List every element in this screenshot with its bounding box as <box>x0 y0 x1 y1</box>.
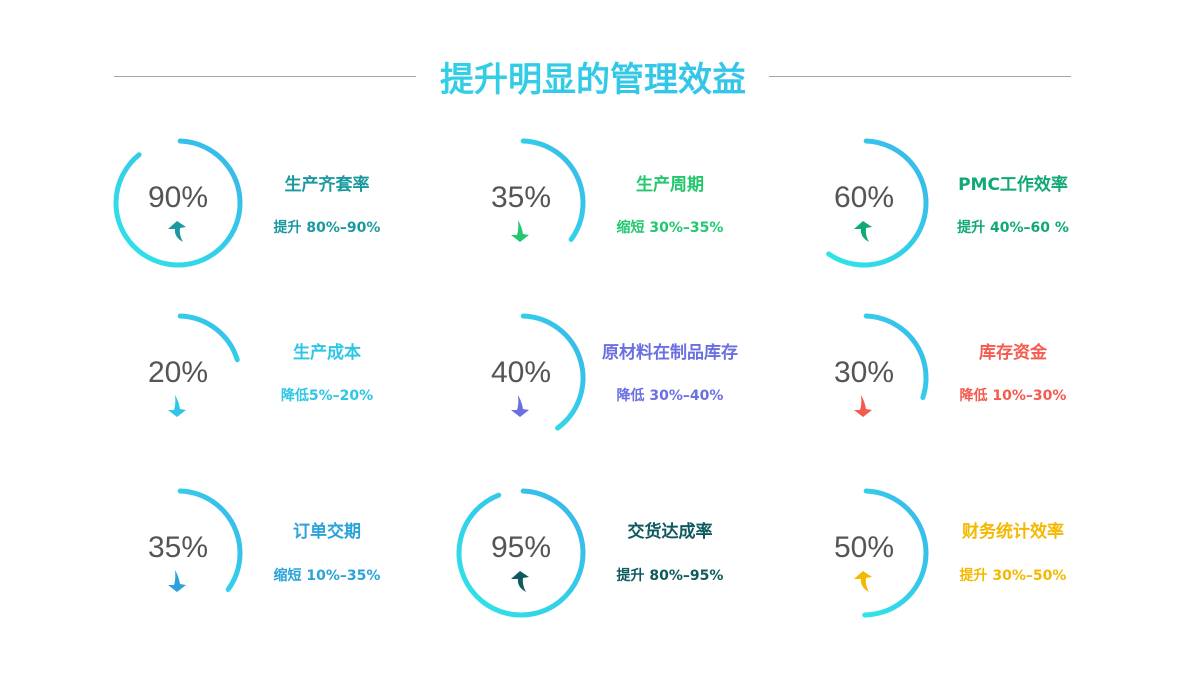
metric-card: 90% <box>108 133 448 273</box>
metric-subtitle: 降低 10%–30% <box>959 388 1067 404</box>
arrow-down-icon <box>168 395 186 417</box>
percent-value: 50% <box>833 531 895 564</box>
metric-subtitle: 降低 30%–40% <box>616 388 724 404</box>
metric-card: 95% <box>451 483 791 623</box>
metric-title: PMC工作效率 <box>958 175 1068 195</box>
metric-title: 订单交期 <box>293 522 361 542</box>
metric-card: 60% <box>794 133 1134 273</box>
metric-title: 库存资金 <box>979 343 1047 363</box>
title-rule-left <box>114 76 416 77</box>
percent-value: 20% <box>147 356 209 389</box>
progress-arc <box>520 313 586 431</box>
metric-subtitle: 提升 40%–60 % <box>957 220 1069 236</box>
percent-value: 60% <box>833 181 895 214</box>
metric-title: 生产齐套率 <box>284 175 370 195</box>
metric-subtitle: 提升 80%–95% <box>616 568 724 584</box>
progress-arc <box>520 138 586 243</box>
percent-value: 90% <box>147 181 209 214</box>
progress-ring <box>862 488 929 618</box>
percent-value: 95% <box>490 531 552 564</box>
metric-card: 30% <box>794 308 1134 448</box>
metric-title: 生产周期 <box>636 175 704 195</box>
percent-value: 30% <box>833 356 895 389</box>
arrow-up-icon <box>168 221 186 242</box>
progress-arc <box>113 138 243 268</box>
progress-arc <box>177 488 243 593</box>
arrow-up-icon <box>854 571 872 592</box>
metric-subtitle: 缩短 30%–35% <box>616 220 724 236</box>
progress-ring <box>863 313 929 401</box>
percent-value: 40% <box>490 356 552 389</box>
progress-arc <box>862 488 929 618</box>
progress-ring <box>520 313 586 431</box>
metric-title: 生产成本 <box>293 343 361 363</box>
progress-arc <box>826 138 929 268</box>
title-rule-right <box>769 76 1071 77</box>
arrow-down-icon <box>168 570 186 592</box>
metric-title: 原材料在制品库存 <box>602 343 738 363</box>
metric-card: 50% <box>794 483 1134 623</box>
arrow-up-icon <box>854 221 872 242</box>
progress-arc <box>456 488 586 618</box>
metric-subtitle: 降低5%–20% <box>280 388 374 404</box>
arrow-down-icon <box>511 395 529 417</box>
page-title: 提升明显的管理效益 <box>0 52 1186 101</box>
arrow-up-icon <box>511 571 529 592</box>
metric-subtitle: 缩短 10%–35% <box>273 568 381 584</box>
metric-card: 35% <box>451 133 791 273</box>
progress-arc <box>863 313 929 401</box>
progress-ring <box>826 138 929 268</box>
percent-value: 35% <box>147 531 209 564</box>
metric-subtitle: 提升 80%–90% <box>273 220 381 236</box>
progress-arc <box>177 313 240 363</box>
progress-ring <box>456 488 586 618</box>
metric-title: 交货达成率 <box>627 522 713 542</box>
arrow-down-icon <box>511 220 529 242</box>
metric-subtitle: 提升 30%–50% <box>959 568 1067 584</box>
metric-card: 20% <box>108 308 448 448</box>
metric-card: 40% <box>451 308 791 448</box>
metric-card: 35% <box>108 483 448 623</box>
progress-ring <box>113 138 243 268</box>
progress-ring <box>520 138 586 243</box>
percent-value: 35% <box>490 181 552 214</box>
arrow-down-icon <box>854 395 872 417</box>
progress-ring <box>177 488 243 593</box>
metric-title: 财务统计效率 <box>962 522 1064 542</box>
progress-ring <box>177 313 240 363</box>
